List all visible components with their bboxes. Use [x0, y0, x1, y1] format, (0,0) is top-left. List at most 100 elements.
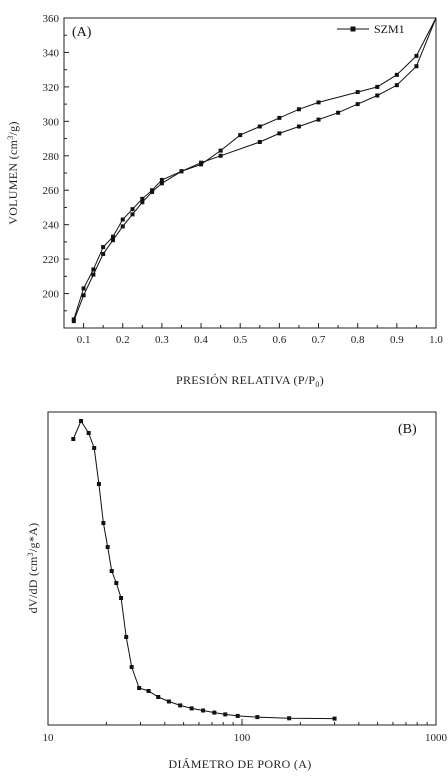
panel-b-plot-frame: [47, 411, 437, 726]
panel-a-label: (A): [72, 25, 92, 40]
legend-marker: [350, 26, 356, 32]
adsorption-point: [110, 238, 115, 243]
distribution-point: [114, 581, 119, 585]
legend-label-szm1: SZM1: [374, 22, 405, 36]
desorption-point: [130, 207, 135, 212]
panel-a-plot-frame: [63, 17, 437, 329]
adsorption-point: [120, 224, 125, 229]
x-tick-label: 0.5: [233, 334, 247, 346]
x-tick-label: 0.1: [77, 334, 91, 346]
adsorption-point: [277, 131, 282, 136]
adsorption-point: [257, 140, 262, 144]
distribution-point: [137, 686, 142, 690]
distribution-point: [86, 431, 91, 435]
desorption-point: [218, 148, 223, 153]
desorption-point: [140, 196, 145, 201]
panel-a-series: [71, 17, 437, 324]
x-tick-label: 0.8: [351, 334, 365, 346]
desorption-point: [394, 72, 399, 77]
distribution-point: [201, 708, 206, 713]
distribution-point: [287, 716, 292, 721]
x-tick-label: 1000: [425, 732, 448, 744]
x-tick-label: 10: [43, 732, 55, 744]
desorption-point: [71, 317, 76, 322]
panel-b-x-axis-title: DIÁMETRO DE PORO (A): [169, 757, 312, 771]
x-tick-label: 0.7: [312, 334, 326, 346]
distribution-point: [156, 695, 161, 699]
desorption-point: [179, 169, 184, 174]
adsorption-point: [140, 200, 145, 205]
adsorption-point: [355, 102, 360, 107]
y-tick-label: 220: [43, 254, 60, 266]
adsorption-point: [296, 124, 301, 129]
x-tick-label: 0.6: [272, 334, 286, 346]
y-tick-label: 260: [43, 185, 60, 197]
distribution-point: [146, 689, 151, 693]
adsorption-point: [375, 93, 380, 98]
x-tick-label: 100: [234, 732, 251, 744]
desorption-point: [296, 107, 301, 112]
distribution-point: [119, 596, 124, 600]
x-tick-label: 1.0: [429, 334, 443, 346]
distribution-point: [101, 521, 106, 525]
desorption-point: [238, 133, 243, 138]
panel-b-label: (B): [398, 422, 417, 437]
desorption-point: [150, 188, 155, 193]
adsorption-point: [316, 117, 321, 122]
panel-a-y-axis-title: VOLUMEN (cm3/g): [6, 121, 20, 225]
adsorption-point: [81, 293, 86, 298]
x-tick-label: 0.9: [390, 334, 404, 346]
y-tick-label: 340: [43, 47, 60, 59]
panel-a-x-axis: 0.1 0.2 0.3 0.4 0.5 0.6 0.7 0.8 0.9 1.0: [77, 323, 443, 346]
adsorption-point: [130, 212, 135, 217]
distribution-point: [178, 703, 183, 708]
desorption-point: [199, 162, 204, 167]
distribution-point: [124, 635, 129, 639]
x-axis-title-subscript: 0: [315, 380, 319, 389]
distribution-point: [235, 713, 240, 718]
distribution-point: [255, 715, 260, 720]
x-tick-label: 0.3: [155, 334, 169, 346]
distribution-point: [79, 419, 84, 423]
distribution-point: [71, 437, 76, 441]
distribution-point: [212, 710, 217, 715]
desorption-point: [81, 286, 86, 291]
distribution-point: [332, 716, 337, 721]
desorption-point: [257, 124, 262, 129]
adsorption-line: [73, 17, 437, 322]
desorption-point: [375, 84, 380, 89]
y-tick-label: 240: [43, 220, 60, 232]
desorption-point: [414, 53, 419, 58]
panel-b-series: [71, 419, 337, 721]
adsorption-point: [91, 272, 96, 277]
y-tick-label: 200: [43, 289, 60, 301]
x-tick-label: 0.4: [194, 334, 208, 346]
panel-b: 10 100 1000 (B) DIÁMETRO DE PORO (A) dV/dD…: [26, 411, 448, 771]
desorption-point: [277, 115, 282, 120]
panel-a: 0.1 0.2 0.3 0.4 0.5 0.6 0.7 0.8 0.9 1.0 200 220 240…: [6, 13, 443, 389]
adsorption-point: [159, 181, 164, 186]
y-axis-title-superscript: 3: [26, 552, 35, 556]
distribution-point: [223, 712, 228, 717]
adsorption-point: [218, 153, 223, 158]
desorption-point: [355, 90, 360, 95]
panel-a-legend: SZM1: [337, 22, 405, 36]
panel-a-y-axis: 200 220 240 260 280 300 320 340 360: [43, 13, 69, 312]
panel-b-y-axis-title: dV/dD (cm3/g*A): [26, 523, 40, 614]
y-tick-label: 320: [43, 82, 60, 94]
y-tick-label: 360: [43, 13, 60, 25]
adsorption-point: [336, 110, 341, 115]
y-axis-title-superscript: 3: [6, 135, 15, 139]
adsorption-point: [101, 251, 106, 256]
desorption-point: [316, 100, 321, 105]
distribution-point: [96, 482, 101, 486]
distribution-point: [129, 665, 134, 669]
desorption-point: [101, 245, 106, 250]
distribution-point: [105, 545, 110, 549]
y-tick-label: 280: [43, 151, 60, 163]
distribution-point: [109, 569, 114, 573]
panel-b-x-axis: 10 100 1000: [43, 719, 448, 744]
adsorption-point: [394, 83, 399, 88]
y-tick-label: 300: [43, 116, 60, 128]
